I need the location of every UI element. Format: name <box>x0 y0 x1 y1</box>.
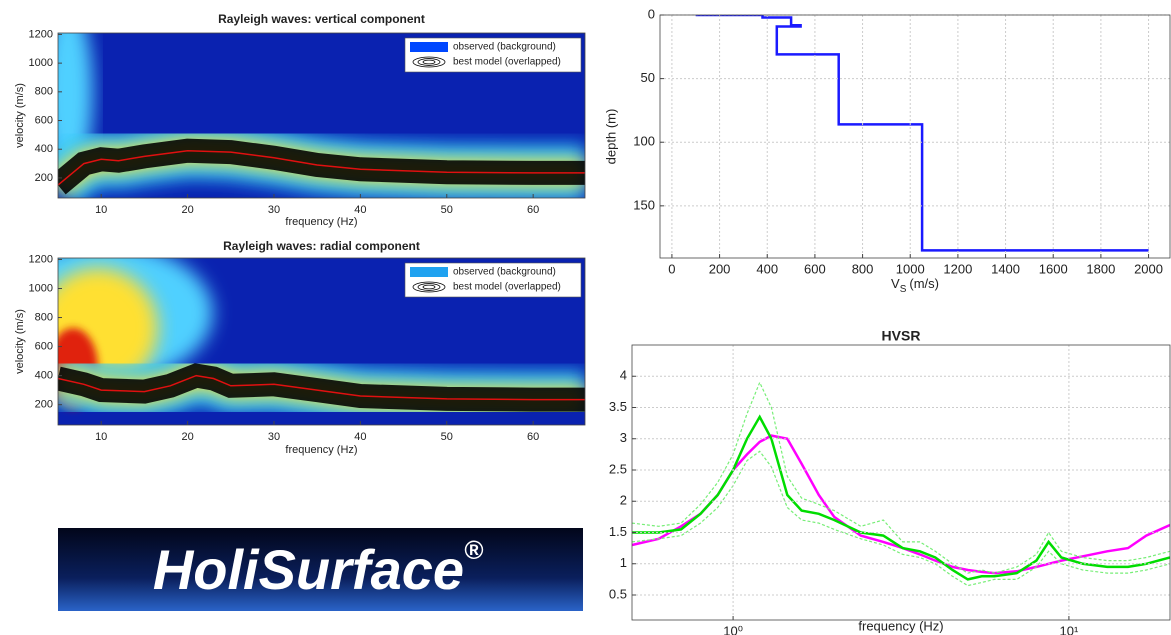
x-tick-label: 50 <box>441 431 453 443</box>
y-axis-label: depth (m) <box>603 109 618 165</box>
x-tick-label: 30 <box>268 431 280 443</box>
plot-area <box>58 33 585 198</box>
x-label-symbol: V <box>891 276 900 291</box>
x-tick-label: 1600 <box>1039 261 1068 276</box>
y-tick-label: 150 <box>633 197 655 212</box>
logo-name: HoliSurface <box>153 538 464 601</box>
legend-swatch <box>412 56 446 68</box>
y-tick-label: 1000 <box>29 282 53 294</box>
plot-area <box>58 258 585 425</box>
x-tick-label: 20 <box>181 431 193 443</box>
x-tick-label: 50 <box>441 204 453 216</box>
legend-swatch <box>417 283 441 291</box>
y-tick-label: 1 <box>620 555 627 570</box>
y-tick-label: 600 <box>35 340 53 352</box>
x-tick-label: 30 <box>268 204 280 216</box>
x-tick-label: 1800 <box>1086 261 1115 276</box>
y-tick-label: 1200 <box>29 253 53 265</box>
x-label-subscript: S <box>900 284 907 295</box>
x-tick-label: 200 <box>709 261 731 276</box>
logo-background <box>58 528 583 611</box>
series-line <box>695 15 1149 252</box>
y-tick-label: 3.5 <box>609 399 627 414</box>
x-tick-label: 1400 <box>991 261 1020 276</box>
x-tick-label: 800 <box>852 261 874 276</box>
legend-label: best model (overlapped) <box>453 57 561 68</box>
x-tick-label: 600 <box>804 261 826 276</box>
x-tick-label: 60 <box>527 204 539 216</box>
y-tick-label: 400 <box>35 370 53 382</box>
x-axis-label: frequency (Hz) <box>285 216 357 228</box>
model-curve <box>58 374 585 401</box>
x-label-unit: (m/s) <box>909 276 939 291</box>
model-curve <box>58 149 585 186</box>
x-tick-label: 40 <box>354 204 366 216</box>
y-tick-label: 1.5 <box>609 524 627 539</box>
x-tick-label: 60 <box>527 431 539 443</box>
x-axis-label: VS (m/s) <box>891 276 939 294</box>
y-tick-label: 600 <box>35 114 53 126</box>
y-tick-label: 50 <box>641 70 655 85</box>
y-axis-label: velocity (m/s) <box>14 309 26 374</box>
legend-swatch <box>422 284 436 290</box>
y-tick-label: 3 <box>620 430 627 445</box>
y-tick-label: 0.5 <box>609 586 627 601</box>
series-line <box>632 381 1170 574</box>
y-tick-label: 800 <box>35 311 53 323</box>
series-line <box>632 434 1170 575</box>
y-tick-label: 0 <box>648 6 655 21</box>
x-tick-label: 0 <box>668 261 675 276</box>
x-axis-label: frequency (Hz) <box>858 618 943 633</box>
y-axis-label: velocity (m/s) <box>14 83 26 148</box>
axes-frame <box>57 32 586 199</box>
y-tick-label: 1000 <box>29 57 53 69</box>
y-tick-label: 4 <box>620 368 627 383</box>
y-tick-label: 800 <box>35 86 53 98</box>
x-tick-label: 20 <box>181 204 193 216</box>
y-tick-label: 100 <box>633 134 655 149</box>
chart-title: Rayleigh waves: radial component <box>223 239 420 253</box>
legend-swatch <box>412 281 446 293</box>
legend-swatch <box>410 42 448 52</box>
x-tick-label: 10⁰ <box>723 623 743 635</box>
x-tick-label: 10 <box>95 204 107 216</box>
x-axis-label: frequency (Hz) <box>285 444 357 456</box>
x-tick-label: 10 <box>95 431 107 443</box>
logo-mark: ® <box>464 535 484 565</box>
x-tick-label: 10¹ <box>1060 623 1079 635</box>
legend-swatch <box>422 59 436 65</box>
legend-label: observed (background) <box>453 267 556 278</box>
logo-text: HoliSurface® <box>153 535 484 601</box>
legend-label: observed (background) <box>453 42 556 53</box>
x-tick-label: 400 <box>756 261 778 276</box>
x-tick-label: 40 <box>354 431 366 443</box>
chart: 0 200 400 600 800 1000 1200 1400 1600 1800 2000 0 50… <box>603 6 1171 295</box>
chart: 10 20 30 40 50 60 200 400 600 800 1000 1200 Rayleigh… <box>14 12 586 228</box>
axes-frame <box>57 257 586 426</box>
y-tick-label: 200 <box>35 172 53 184</box>
y-tick-label: 400 <box>35 143 53 155</box>
chart-title: Rayleigh waves: vertical component <box>218 12 425 26</box>
y-tick-label: 200 <box>35 399 53 411</box>
y-tick-label: 1200 <box>29 28 53 40</box>
x-tick-label: 2000 <box>1134 261 1163 276</box>
chart: 10⁰ 10¹ 0.5 1 1.5 2 2.5 3 3.5 4 HVSR frequency (Hz) <box>609 328 1171 635</box>
logo: HoliSurface® <box>58 528 583 611</box>
chart-title: HVSR <box>882 328 921 344</box>
legend-swatch <box>417 58 441 66</box>
plot-area <box>632 381 1170 587</box>
axes-frame <box>631 344 1171 621</box>
legend-label: best model (overlapped) <box>453 282 561 293</box>
x-tick-label: 1200 <box>943 261 972 276</box>
legend-swatch <box>410 267 448 277</box>
y-tick-label: 2.5 <box>609 461 627 476</box>
plot-area <box>695 15 1149 252</box>
chart: 10 20 30 40 50 60 200 400 600 800 1000 1200 Rayleigh… <box>14 239 586 456</box>
x-tick-label: 1000 <box>896 261 925 276</box>
y-tick-label: 2 <box>620 493 627 508</box>
axes-frame <box>659 14 1171 259</box>
